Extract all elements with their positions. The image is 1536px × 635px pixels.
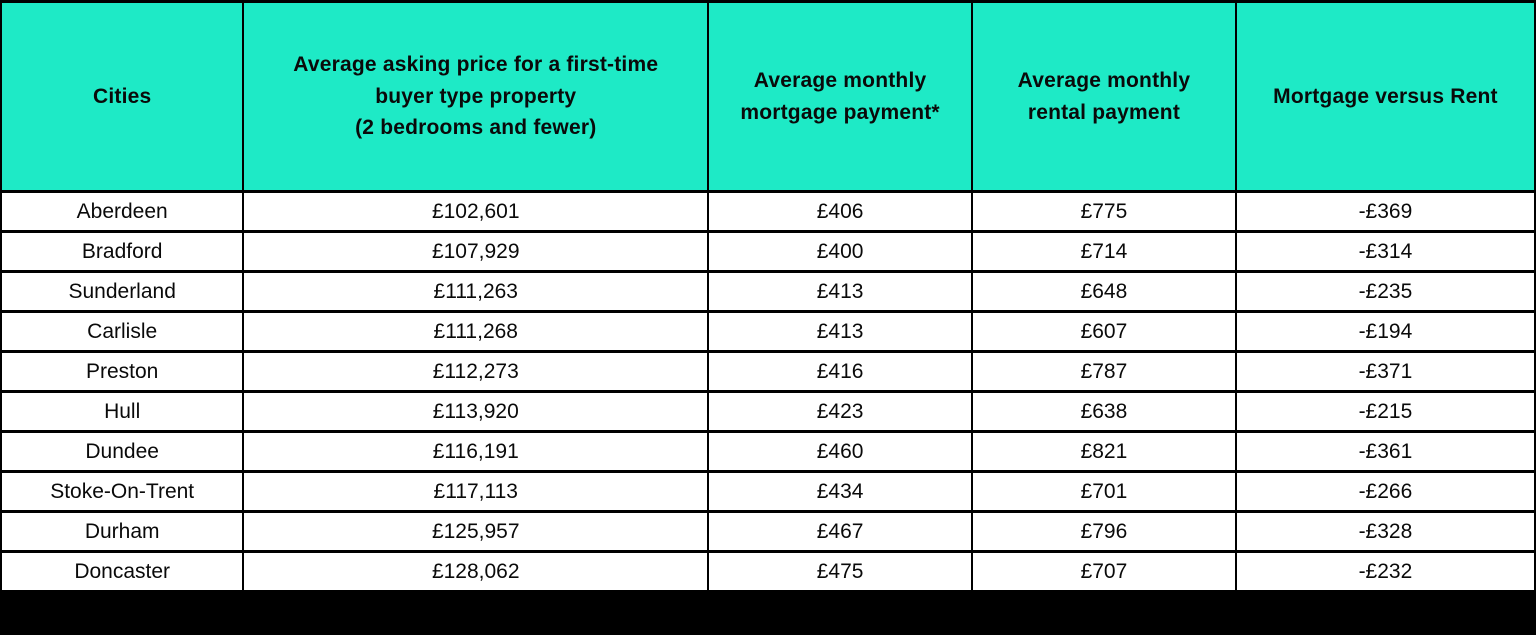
table-row: Hull £113,920 £423 £638 -£215: [0, 390, 1536, 433]
rental-payment-cell: £787: [971, 350, 1237, 393]
mortgage-vs-rent-cell: -£266: [1234, 470, 1536, 513]
rental-payment-cell: £607: [971, 310, 1237, 353]
rental-payment-cell: £707: [971, 550, 1237, 593]
mortgage-payment-cell: £434: [707, 470, 973, 513]
mortgage-payment-cell: £460: [707, 430, 973, 473]
table-row: Durham £125,957 £467 £796 -£328: [0, 510, 1536, 553]
column-header-mortgage-payment: Average monthly mortgage payment*: [707, 0, 973, 193]
city-cell: Preston: [0, 350, 245, 393]
table-row: Carlisle £111,268 £413 £607 -£194: [0, 310, 1536, 353]
table-row: Preston £112,273 £416 £787 -£371: [0, 350, 1536, 393]
rental-payment-cell: £648: [971, 270, 1237, 313]
mortgage-vs-rent-cell: -£371: [1234, 350, 1536, 393]
asking-price-cell: £102,601: [242, 190, 710, 233]
table-header: Cities Average asking price for a first-…: [0, 0, 1536, 193]
mortgage-payment-cell: £400: [707, 230, 973, 273]
mortgage-payment-cell: £413: [707, 270, 973, 313]
city-cell: Stoke-On-Trent: [0, 470, 245, 513]
table-body: Aberdeen £102,601 £406 £775 -£369 Bradford £10…: [0, 190, 1536, 593]
rental-payment-cell: £714: [971, 230, 1237, 273]
asking-price-cell: £128,062: [242, 550, 710, 593]
city-cell: Aberdeen: [0, 190, 245, 233]
mortgage-vs-rent-cell: -£235: [1234, 270, 1536, 313]
city-cell: Sunderland: [0, 270, 245, 313]
asking-price-cell: £117,113: [242, 470, 710, 513]
mortgage-vs-rent-cell: -£314: [1234, 230, 1536, 273]
rental-payment-cell: £821: [971, 430, 1237, 473]
city-cell: Bradford: [0, 230, 245, 273]
table-row: Dundee £116,191 £460 £821 -£361: [0, 430, 1536, 473]
header-row: Cities Average asking price for a first-…: [0, 0, 1536, 193]
mortgage-vs-rent-cell: -£328: [1234, 510, 1536, 553]
mortgage-vs-rent-cell: -£361: [1234, 430, 1536, 473]
mortgage-vs-rent-cell: -£194: [1234, 310, 1536, 353]
column-header-mortgage-vs-rent: Mortgage versus Rent: [1234, 0, 1536, 193]
asking-price-cell: £113,920: [242, 390, 710, 433]
mortgage-payment-cell: £406: [707, 190, 973, 233]
table-row: Doncaster £128,062 £475 £707 -£232: [0, 550, 1536, 593]
column-header-asking-price: Average asking price for a first-time bu…: [242, 0, 710, 193]
column-header-cities: Cities: [0, 0, 245, 193]
city-cell: Carlisle: [0, 310, 245, 353]
mortgage-payment-cell: £416: [707, 350, 973, 393]
asking-price-cell: £125,957: [242, 510, 710, 553]
asking-price-cell: £111,268: [242, 310, 710, 353]
table-row: Bradford £107,929 £400 £714 -£314: [0, 230, 1536, 273]
table-row: Sunderland £111,263 £413 £648 -£235: [0, 270, 1536, 313]
mortgage-payment-cell: £467: [707, 510, 973, 553]
mortgage-vs-rent-table: Cities Average asking price for a first-…: [0, 0, 1536, 593]
mortgage-payment-cell: £413: [707, 310, 973, 353]
asking-price-cell: £111,263: [242, 270, 710, 313]
mortgage-payment-cell: £423: [707, 390, 973, 433]
mortgage-vs-rent-cell: -£215: [1234, 390, 1536, 433]
rental-payment-cell: £796: [971, 510, 1237, 553]
mortgage-payment-cell: £475: [707, 550, 973, 593]
mortgage-vs-rent-cell: -£369: [1234, 190, 1536, 233]
asking-price-cell: £107,929: [242, 230, 710, 273]
asking-price-cell: £112,273: [242, 350, 710, 393]
rental-payment-cell: £638: [971, 390, 1237, 433]
table-row: Stoke-On-Trent £117,113 £434 £701 -£266: [0, 470, 1536, 513]
city-cell: Dundee: [0, 430, 245, 473]
city-cell: Hull: [0, 390, 245, 433]
table-row: Aberdeen £102,601 £406 £775 -£369: [0, 190, 1536, 233]
mortgage-vs-rent-cell: -£232: [1234, 550, 1536, 593]
rental-payment-cell: £775: [971, 190, 1237, 233]
city-cell: Durham: [0, 510, 245, 553]
rental-payment-cell: £701: [971, 470, 1237, 513]
asking-price-cell: £116,191: [242, 430, 710, 473]
column-header-rental-payment: Average monthly rental payment: [971, 0, 1237, 193]
city-cell: Doncaster: [0, 550, 245, 593]
